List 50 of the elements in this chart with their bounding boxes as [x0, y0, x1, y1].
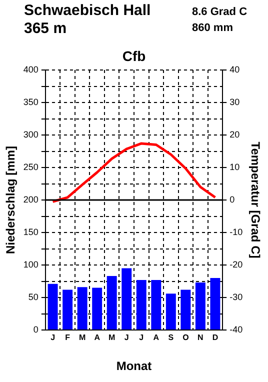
y-axis-title: Niederschlag [mm]: [4, 146, 18, 254]
y2-tick-label: -10: [230, 226, 243, 237]
y2-tick-label: 20: [230, 129, 240, 140]
bar: [151, 280, 162, 330]
y-tick-label: 350: [23, 96, 38, 107]
y2-tick-label: 10: [230, 162, 240, 172]
bar: [210, 278, 220, 330]
bar: [62, 290, 73, 330]
bar: [166, 294, 176, 330]
x-tick-label: F: [65, 333, 70, 342]
y2-tick-label: -40: [230, 324, 243, 334]
y-tick-label: 0: [33, 324, 38, 334]
text: Cfb: [121, 48, 147, 64]
bar: [180, 290, 191, 330]
y2-axis-title: Temperatur [Grad C]: [248, 142, 262, 258]
x-axis-title: Monat: [116, 359, 152, 374]
bar: [122, 268, 132, 330]
x-tick-label: M: [108, 333, 116, 342]
y-tick-label: 100: [23, 259, 38, 270]
y-tick-label: 250: [23, 162, 38, 172]
x-tick-label: S: [168, 333, 174, 342]
x-tick-label: A: [153, 333, 160, 342]
bar: [77, 287, 88, 330]
y-tick-label: 150: [23, 226, 38, 237]
y2-tick-label: -20: [230, 259, 243, 270]
bar: [195, 282, 206, 330]
y-tick-label: 50: [28, 292, 38, 302]
bar: [106, 276, 117, 330]
x-tick-label: J: [124, 333, 129, 342]
y-tick-label: 400: [23, 64, 38, 74]
chart-title: Schwaebisch Hall: [24, 2, 151, 19]
x-tick-label: D: [212, 333, 218, 342]
bar: [136, 280, 146, 330]
chart-subtitle: 365 m: [24, 20, 67, 37]
text: 860 mm: [192, 22, 233, 34]
y2-tick-label: 30: [230, 96, 240, 107]
y2-tick-label: -30: [230, 292, 243, 302]
x-tick-label: J: [139, 333, 144, 342]
bar: [48, 284, 58, 330]
y2-tick-label: 0: [230, 194, 235, 204]
x-tick-label: M: [78, 333, 86, 342]
y-tick-label: 300: [23, 129, 38, 140]
y2-tick-label: 40: [230, 64, 240, 74]
x-tick-label: O: [182, 333, 189, 342]
bar: [92, 288, 102, 330]
y-tick-label: 200: [23, 194, 38, 204]
x-tick-label: A: [94, 333, 100, 342]
x-tick-label: N: [198, 333, 204, 342]
text: 8.6 Grad C: [192, 6, 248, 18]
x-tick-label: J: [50, 333, 56, 342]
